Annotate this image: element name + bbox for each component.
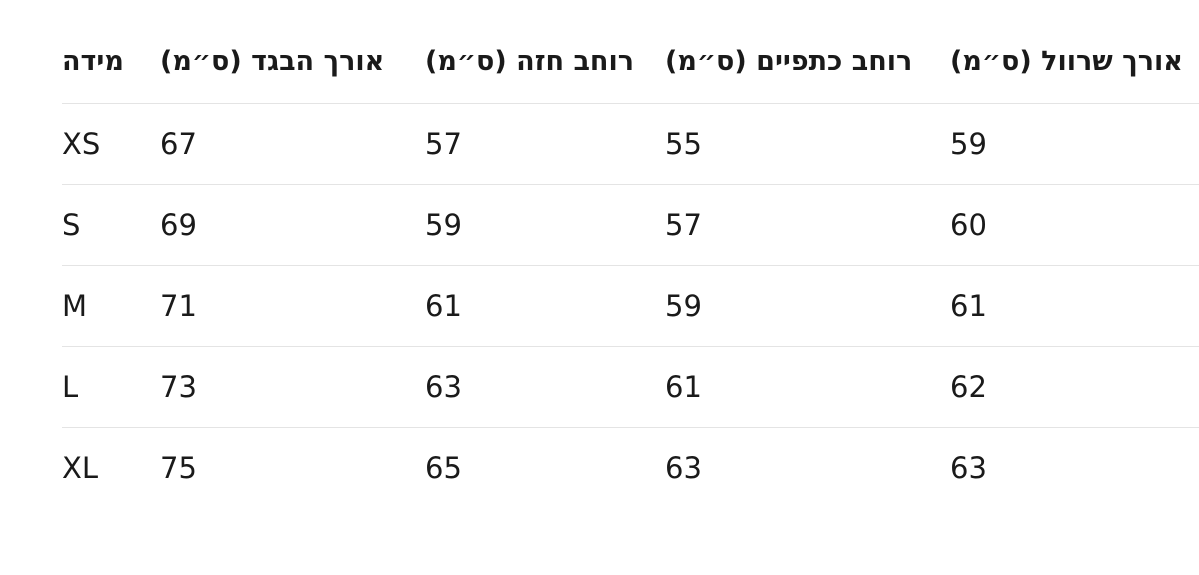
chest-width-cell: 59 — [425, 184, 665, 266]
chest-width-cell: 65 — [425, 451, 462, 485]
garment-length-cell: 67 — [160, 103, 425, 185]
chest-width-cell: 61 — [425, 265, 665, 347]
shoulder-width-cell: 55 — [665, 103, 950, 185]
size-cell: S — [62, 184, 160, 266]
shoulder-width-cell: 63 — [665, 451, 702, 485]
table-row-xs: XS 67 57 55 59 — [62, 103, 1199, 185]
sleeve-length-cell: 63 — [950, 451, 987, 485]
table-row-m: M 71 61 59 61 — [62, 265, 1199, 347]
garment-length-cell: 73 — [160, 346, 425, 428]
sleeve-length-cell: 59 — [950, 103, 1199, 185]
size-chart-table: מידה אורך הבגד (ס״מ) רוחב חזה (ס״מ) רוחב… — [62, 20, 1199, 508]
header-row: מידה אורך הבגד (ס״מ) רוחב חזה (ס״מ) רוחב… — [62, 20, 1199, 104]
column-header-sleeve-length: אורך שרוול (ס״מ) — [950, 20, 1199, 104]
table-row-s: S 69 59 57 60 — [62, 184, 1199, 266]
sleeve-length-cell: 61 — [950, 265, 1199, 347]
size-cell: XS — [62, 103, 160, 185]
size-cell: M — [62, 265, 160, 347]
column-header-garment-length: אורך הבגד (ס״מ) — [160, 20, 425, 104]
size-cell: XL — [62, 451, 99, 485]
table-row-l: L 73 63 61 62 — [62, 346, 1199, 428]
chest-width-cell: 63 — [425, 346, 665, 428]
shoulder-width-cell: 57 — [665, 184, 950, 266]
column-header-chest-width: רוחב חזה (ס״מ) — [425, 20, 665, 104]
garment-length-cell: 75 — [160, 451, 197, 485]
shoulder-width-cell: 59 — [665, 265, 950, 347]
garment-length-cell: 69 — [160, 184, 425, 266]
column-header-shoulder-width: רוחב כתפיים (ס״מ) — [665, 20, 950, 104]
column-header-size: מידה — [62, 20, 160, 104]
sleeve-length-cell: 62 — [950, 346, 1199, 428]
garment-length-cell: 71 — [160, 265, 425, 347]
shoulder-width-cell: 61 — [665, 346, 950, 428]
chest-width-cell: 57 — [425, 103, 665, 185]
table-row-xl: XL 75 65 63 63 — [62, 428, 1199, 509]
size-cell: L — [62, 346, 160, 428]
sleeve-length-cell: 60 — [950, 184, 1199, 266]
